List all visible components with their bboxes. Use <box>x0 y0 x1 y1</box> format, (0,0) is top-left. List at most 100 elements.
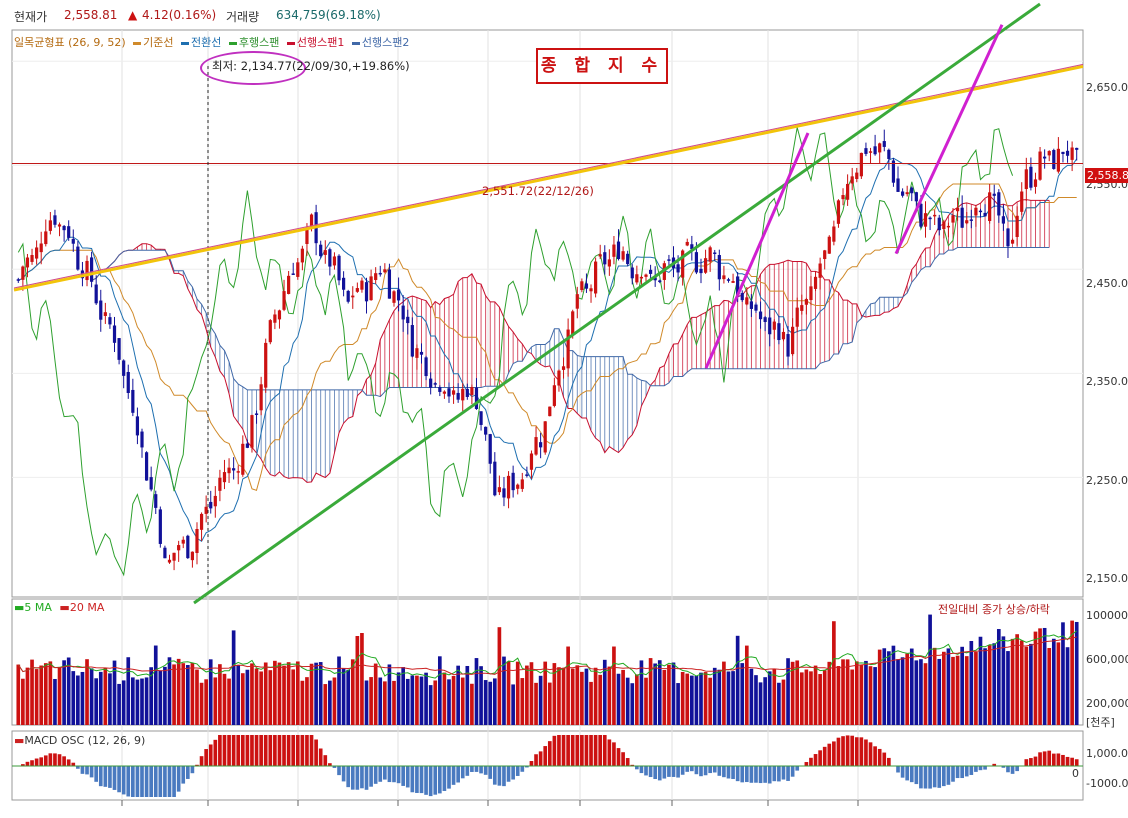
candle-body <box>419 351 424 355</box>
candle-body <box>1015 215 1019 237</box>
macd-bar <box>437 766 442 794</box>
macd-bar <box>48 753 53 766</box>
volume-bar <box>955 655 960 725</box>
macd-bar <box>859 737 864 766</box>
macd-bar <box>900 766 905 778</box>
macd-bar <box>181 766 186 784</box>
volume-bar <box>1061 622 1065 725</box>
volume-bar <box>538 675 543 725</box>
candle-body <box>942 221 946 230</box>
candle-body <box>1070 147 1074 160</box>
candle-body <box>557 370 561 386</box>
macd-bar <box>557 735 561 766</box>
candle-body <box>144 452 149 481</box>
volume-bar <box>103 667 108 725</box>
macd-bar <box>62 756 66 766</box>
candle-body <box>525 474 529 476</box>
leading-span2-swatch-icon <box>351 41 360 45</box>
candle-body <box>516 484 520 489</box>
macd-bar <box>914 766 919 785</box>
macd-bar <box>456 766 460 783</box>
macd-bar <box>126 766 131 797</box>
candle-body <box>910 187 914 194</box>
candle-body <box>424 357 428 377</box>
macd-bar <box>208 744 213 766</box>
macd-bar <box>877 748 882 766</box>
volume-bar <box>566 646 570 725</box>
macd-bar <box>369 766 373 787</box>
volume-bar <box>350 659 355 725</box>
macd-bar <box>240 735 245 766</box>
volume-bar <box>964 656 969 725</box>
macd-bar <box>744 766 749 783</box>
volume-bar <box>767 671 772 725</box>
candle-body <box>158 509 162 544</box>
candle-body <box>639 276 644 279</box>
candle-body <box>772 321 776 330</box>
volume-bar <box>534 682 538 725</box>
volume-bar <box>708 677 712 725</box>
volume-bar <box>195 669 199 725</box>
candle-body <box>974 207 978 216</box>
volume-bar <box>1047 648 1052 725</box>
macd-bar <box>286 735 291 766</box>
macd-bar <box>350 766 355 790</box>
macd-bar <box>218 735 222 766</box>
candle-body <box>186 535 190 559</box>
macd-bar <box>598 735 603 766</box>
volume-bar <box>318 662 323 725</box>
macd-bar <box>57 754 62 766</box>
volume-bar <box>401 667 406 725</box>
macd-bar <box>712 766 717 773</box>
volume-bar <box>644 677 648 725</box>
volume-bar <box>387 664 392 725</box>
yellow-trendline <box>13 64 1084 292</box>
macd-bar <box>1047 750 1052 766</box>
volume-bar <box>204 679 208 725</box>
volume-bar <box>914 660 919 725</box>
macd-bar <box>341 766 346 782</box>
volume-bar <box>667 664 671 725</box>
macd-bar <box>685 766 690 772</box>
candle-body <box>488 434 492 464</box>
y-tick-2350: 2,350.00 <box>1086 375 1128 388</box>
candle-body <box>406 316 410 324</box>
candle-body <box>571 311 575 335</box>
macd-bar <box>89 766 94 778</box>
macd-bar <box>561 735 566 766</box>
macd-bar <box>974 766 978 772</box>
candle-body <box>868 151 873 153</box>
volume-bar <box>1042 627 1047 725</box>
macd-bar <box>378 766 383 782</box>
macd-bar <box>671 766 676 777</box>
macd-tick-bottom: -1000.00 <box>1086 777 1128 790</box>
candle-body <box>1006 228 1010 247</box>
candle-body <box>369 276 373 301</box>
volume-bar <box>328 680 332 725</box>
candle-body <box>800 305 804 311</box>
candle-body <box>1024 169 1028 190</box>
candle-body <box>25 257 30 268</box>
macd-bar <box>657 766 662 781</box>
candle-body <box>1075 147 1079 150</box>
candle-body <box>415 348 419 358</box>
volume-bar <box>314 662 318 725</box>
macd-bar <box>680 766 685 775</box>
reference-line-label: 2,551.72(22/12/26) <box>482 184 594 198</box>
macd-bar <box>355 766 360 790</box>
candle-body <box>543 421 547 453</box>
volume-bar <box>447 679 451 725</box>
macd-bar <box>639 766 644 774</box>
candle-body <box>823 250 827 260</box>
macd-bar <box>850 735 855 766</box>
volume-bar <box>305 677 309 725</box>
volume-bar <box>149 667 153 725</box>
volume-bar <box>928 614 932 725</box>
candle-body <box>768 317 772 335</box>
candle-body <box>612 244 616 257</box>
macd-bar <box>767 766 772 784</box>
macd-bar <box>502 766 506 787</box>
macd-bar <box>735 766 740 782</box>
macd-bar <box>396 766 401 784</box>
candle-body <box>401 305 405 320</box>
